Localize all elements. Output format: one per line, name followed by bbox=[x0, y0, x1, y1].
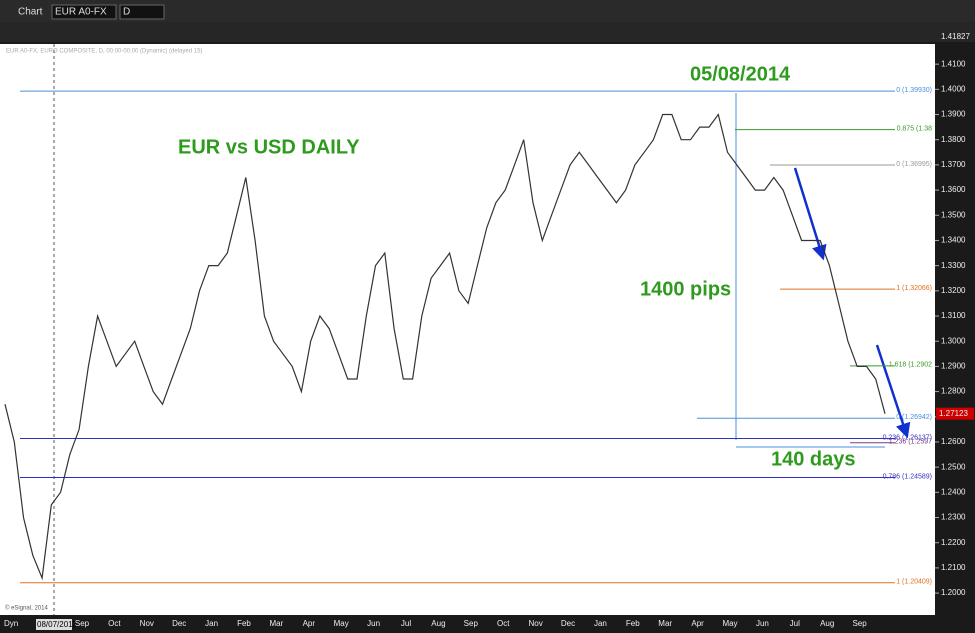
annotation: 1400 pips bbox=[640, 278, 731, 300]
x-tick-label: Mar bbox=[270, 619, 284, 628]
symbol-box[interactable] bbox=[51, 4, 117, 20]
level-label: 1.618 (1.2902 bbox=[889, 362, 932, 369]
y-tick-label: 1.2500 bbox=[941, 462, 966, 471]
x-tick-label: Dec bbox=[561, 619, 575, 628]
y-tick-label: 1.2900 bbox=[941, 362, 966, 371]
x-tick-label: Oct bbox=[108, 619, 121, 628]
title-bar bbox=[0, 0, 975, 22]
arrow bbox=[875, 344, 911, 439]
x-tick-label: Jan bbox=[205, 619, 218, 628]
x-tick-label: May bbox=[334, 619, 349, 628]
x-tick-label: Oct bbox=[497, 619, 510, 628]
y-tick-label: 1.3900 bbox=[941, 110, 966, 119]
symbol: EUR A0-FX bbox=[55, 7, 107, 18]
y-tick-label: 1.2800 bbox=[941, 387, 966, 396]
y-tick-label: 1.3400 bbox=[941, 236, 966, 245]
toolbar bbox=[0, 22, 975, 42]
y-tick-label: 1.2200 bbox=[941, 538, 966, 547]
level-label: 1.236 (1.2597 bbox=[889, 439, 932, 446]
plot-area bbox=[0, 44, 935, 615]
x-tick-label: Jun bbox=[367, 619, 380, 628]
x-tick-label: Sep bbox=[464, 619, 479, 628]
annotation: EUR vs USD DAILY bbox=[178, 136, 360, 158]
level-label: 0 (1.39930) bbox=[896, 87, 932, 94]
y-tick-label: 1.3000 bbox=[941, 336, 966, 345]
credit: © eSignal, 2014 bbox=[5, 605, 48, 612]
y-tick-label: 1.3600 bbox=[941, 185, 966, 194]
arrow bbox=[793, 167, 827, 261]
x-tick-label: Apr bbox=[691, 619, 704, 628]
x-tick-label: Jul bbox=[790, 619, 800, 628]
x-tick-label: Jul bbox=[401, 619, 411, 628]
interval-box[interactable] bbox=[119, 4, 165, 20]
x-tick-label: Sep bbox=[852, 619, 867, 628]
level-label: 0.875 (1.38 bbox=[897, 125, 933, 132]
last-price-label: 1.27123 bbox=[939, 409, 968, 418]
y-tick-label: 1.4000 bbox=[941, 84, 966, 93]
interval: D bbox=[123, 7, 130, 18]
x-tick-label: Aug bbox=[431, 619, 445, 628]
x-tick-label: Mar bbox=[658, 619, 672, 628]
y-tick-label: 1.2000 bbox=[941, 588, 966, 597]
y-tick-label: 1.3700 bbox=[941, 160, 966, 169]
mode: Dyn bbox=[4, 619, 18, 628]
x-tick-label: Jun bbox=[756, 619, 769, 628]
window-title: Chart bbox=[18, 7, 43, 18]
x-tick-label: Nov bbox=[140, 619, 154, 628]
last-price-box bbox=[936, 407, 974, 420]
level-label: 0 (1.26942) bbox=[896, 414, 932, 421]
x-tick-label: Apr bbox=[303, 619, 316, 628]
x-tick-label: May bbox=[722, 619, 737, 628]
x-tick-label: Feb bbox=[237, 619, 251, 628]
y-tick-label: 1.3100 bbox=[941, 311, 966, 320]
price-line bbox=[4, 113, 886, 581]
y-tick-label: 1.2300 bbox=[941, 513, 966, 522]
x-tick-label: Sep bbox=[75, 619, 90, 628]
x-tick-label: Feb bbox=[626, 619, 640, 628]
y-tick-label: 1.3800 bbox=[941, 135, 966, 144]
y-tick-label: 1.2100 bbox=[941, 563, 966, 572]
axis-top-label: 1.41827 bbox=[941, 32, 970, 41]
y-tick-label: 1.2400 bbox=[941, 487, 966, 496]
annotation: 140 days bbox=[771, 448, 856, 470]
y-tick-label: 1.4100 bbox=[941, 59, 966, 68]
x-start-label: 08/07/2012 bbox=[37, 620, 78, 629]
annotation: 05/08/2014 bbox=[690, 63, 791, 85]
x-tick-label: Dec bbox=[172, 619, 186, 628]
level-label: 0 (1.36995) bbox=[896, 161, 932, 168]
y-tick-label: 1.2600 bbox=[941, 437, 966, 446]
x-tick-label: Nov bbox=[528, 619, 542, 628]
level-label: 1 (1.20409) bbox=[896, 579, 932, 586]
x-tick-label: Aug bbox=[820, 619, 834, 628]
info-line: EUR A0-FX, EURO COMPOSITE, D, 00:00-00:0… bbox=[6, 49, 202, 55]
start-date-box bbox=[36, 619, 72, 630]
x-tick-label: Jan bbox=[594, 619, 607, 628]
y-tick-label: 1.3200 bbox=[941, 286, 966, 295]
level-label: 0.236 (1.26137) bbox=[883, 434, 932, 441]
level-label: 1 (1.32066) bbox=[896, 285, 932, 292]
y-tick-label: 1.3300 bbox=[941, 261, 966, 270]
y-tick-label: 1.3500 bbox=[941, 210, 966, 219]
level-label: 0.786 (1.24589) bbox=[883, 473, 932, 480]
